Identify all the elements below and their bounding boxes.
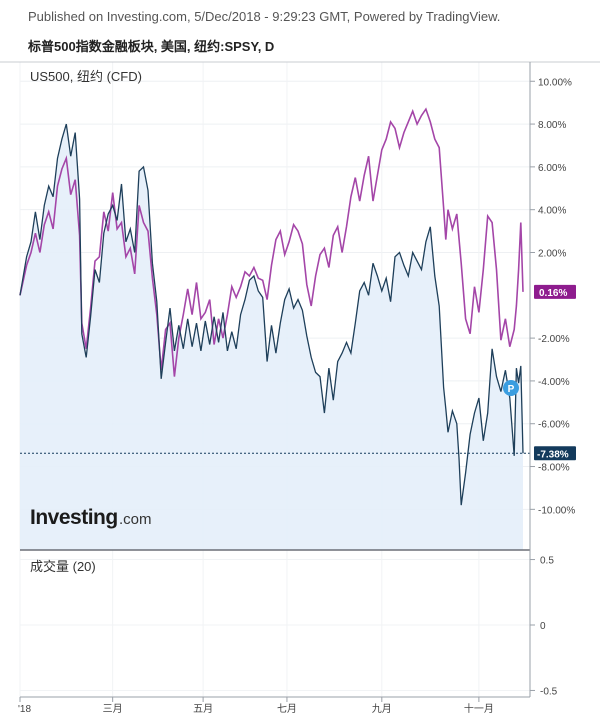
volume-tick-label: -0.5 (540, 686, 558, 697)
price-tick-label: 8.00% (538, 120, 566, 131)
chart-title: 标普500指数金融板块, 美国, 纽约:SPSY, D (28, 39, 275, 54)
main-series-line (19, 123, 524, 506)
time-tick-label: 九月 (372, 703, 392, 715)
time-tick-label: 三月 (103, 703, 123, 715)
price-tick-label: 4.00% (538, 206, 566, 217)
compare-last-value: 0.16% (539, 288, 567, 299)
main-series-area (20, 124, 523, 550)
time-tick-label: 七月 (277, 703, 297, 715)
price-tick-label: 6.00% (538, 163, 566, 174)
time-tick-label: '18 (18, 704, 31, 715)
main-last-value: -7.38% (537, 449, 569, 460)
price-tick-label: -4.00% (538, 377, 570, 388)
price-tick-label: 2.00% (538, 248, 566, 259)
published-info: Published on Investing.com, 5/Dec/2018 -… (28, 9, 501, 24)
price-tick-label: -10.00% (538, 505, 575, 516)
time-tick-label: 五月 (193, 703, 213, 715)
volume-label: 成交量 (20) (30, 559, 96, 574)
symbol-label: US500, 纽约 (CFD) (30, 69, 142, 84)
logo-suffix: .com (119, 511, 152, 528)
volume-tick-label: 0 (540, 621, 546, 632)
price-tick-label: -2.00% (538, 334, 570, 345)
price-tick-label: -6.00% (538, 420, 570, 431)
price-tick-label: 10.00% (538, 77, 572, 88)
time-tick-label: 十一月 (464, 702, 494, 715)
investing-logo: Investing .com (30, 506, 152, 529)
volume-axis[interactable]: 0.5 0 -0.5 (530, 556, 558, 698)
compare-last-badge: 0.16% (534, 284, 576, 299)
p-marker[interactable]: P (503, 380, 519, 396)
logo-wordmark: Investing (30, 506, 118, 529)
price-axis[interactable]: 10.00% 8.00% 6.00% 4.00% 2.00% -2.00% -4.00% -6… (530, 77, 575, 516)
price-tick-label: -8.00% (538, 463, 570, 474)
time-axis[interactable]: '18 三月 五月 七月 九月 十一月 (18, 697, 494, 715)
volume-grid (20, 559, 530, 691)
volume-tick-label: 0.5 (540, 556, 554, 567)
p-marker-label: P (508, 384, 515, 395)
main-last-badge: -7.38% (534, 446, 576, 461)
